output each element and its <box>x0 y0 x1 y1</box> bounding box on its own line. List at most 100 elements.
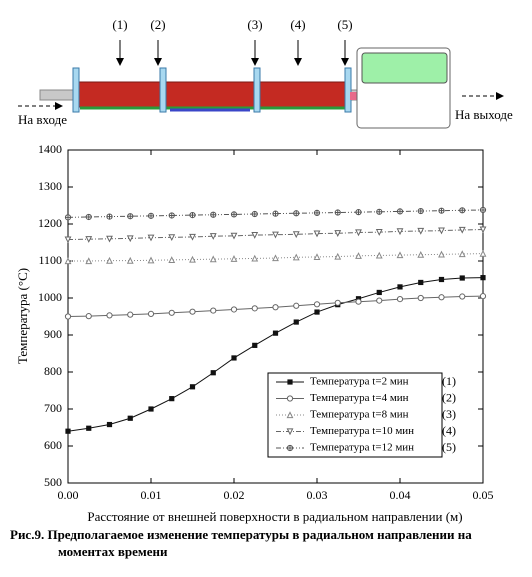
marker <box>86 425 92 431</box>
marker <box>396 208 404 215</box>
marker <box>479 249 487 257</box>
marker <box>210 370 216 376</box>
stage-label: (2) <box>150 17 165 32</box>
marker <box>355 209 362 216</box>
marker <box>355 298 362 305</box>
marker <box>106 312 113 319</box>
marker <box>106 256 113 264</box>
marker <box>64 313 72 320</box>
marker <box>168 212 175 219</box>
x-tick-label: 0.00 <box>58 488 79 502</box>
legend-marker <box>286 428 294 436</box>
legend-number: (3) <box>442 407 456 421</box>
y-tick-label: 900 <box>44 327 62 341</box>
marker <box>64 214 72 221</box>
stage-label: (3) <box>247 17 262 32</box>
marker <box>438 294 445 301</box>
marker <box>230 211 238 218</box>
marker <box>293 302 300 309</box>
marker <box>147 256 155 264</box>
caption: Рис.9. Предполагаемое изменение температ… <box>10 527 472 559</box>
process-diagram: На входе На выходе <box>18 47 513 129</box>
stage-label: (1) <box>112 17 127 32</box>
marker <box>168 309 175 316</box>
legend-number: (2) <box>442 390 456 404</box>
marker <box>169 396 175 402</box>
marker <box>127 213 134 220</box>
marker <box>479 226 487 234</box>
legend-marker <box>286 444 294 452</box>
marker <box>480 275 486 281</box>
marker <box>147 212 155 219</box>
stage-label: (5) <box>337 17 352 32</box>
marker <box>209 233 217 240</box>
marker <box>355 252 362 259</box>
marker <box>106 235 113 243</box>
marker <box>334 252 342 260</box>
marker <box>189 255 196 263</box>
legend-label: Температура t=8 мин <box>310 409 409 421</box>
marker <box>85 257 93 265</box>
marker <box>293 210 300 217</box>
flange <box>344 67 352 113</box>
marker <box>272 330 279 336</box>
legend-number: (1) <box>442 374 456 388</box>
arrow-head <box>341 58 349 66</box>
marker <box>396 251 404 259</box>
marker <box>417 208 424 215</box>
legend-label: Температура t=2 мин <box>310 376 409 388</box>
flange <box>159 67 167 113</box>
legend-marker <box>286 411 294 419</box>
marker <box>334 230 342 237</box>
marker <box>252 342 258 348</box>
legend-number: (4) <box>442 423 456 437</box>
marker <box>230 232 238 240</box>
marker <box>85 213 92 221</box>
marker <box>272 254 279 262</box>
marker <box>230 306 238 313</box>
marker <box>375 251 383 259</box>
marker <box>189 308 196 315</box>
stage-label: (4) <box>290 17 305 32</box>
x-tick-label: 0.01 <box>141 488 162 502</box>
marker <box>126 235 134 243</box>
inlet-label: На входе <box>18 112 67 127</box>
marker <box>148 406 154 412</box>
x-tick-label: 0.02 <box>224 488 245 502</box>
marker <box>251 210 258 218</box>
marker <box>293 319 299 325</box>
marker <box>313 209 321 216</box>
marker <box>292 253 300 261</box>
marker <box>438 207 445 214</box>
marker <box>396 296 404 303</box>
marker <box>313 301 321 308</box>
marker <box>458 226 466 234</box>
marker <box>168 256 176 263</box>
marker <box>479 293 487 300</box>
x-tick-label: 0.03 <box>307 488 328 502</box>
marker <box>65 428 71 434</box>
flange <box>253 67 261 113</box>
y-tick-label: 1000 <box>38 290 62 304</box>
marker <box>127 311 134 318</box>
marker <box>189 233 196 241</box>
marker <box>334 299 341 306</box>
y-tick-label: 1400 <box>38 142 62 156</box>
marker <box>479 206 487 213</box>
marker <box>417 227 425 235</box>
marker <box>376 297 383 304</box>
marker <box>438 276 445 283</box>
flange <box>72 67 80 113</box>
x-axis-title: Расстояние от внешней поверхности в ради… <box>87 509 462 524</box>
marker <box>210 307 217 314</box>
marker <box>459 293 466 300</box>
legend-marker <box>287 379 293 385</box>
marker <box>85 313 92 320</box>
marker <box>189 384 196 390</box>
marker <box>147 310 155 318</box>
marker <box>106 421 113 428</box>
marker <box>417 294 424 302</box>
marker <box>355 229 362 237</box>
marker <box>168 234 176 242</box>
marker <box>189 212 196 219</box>
